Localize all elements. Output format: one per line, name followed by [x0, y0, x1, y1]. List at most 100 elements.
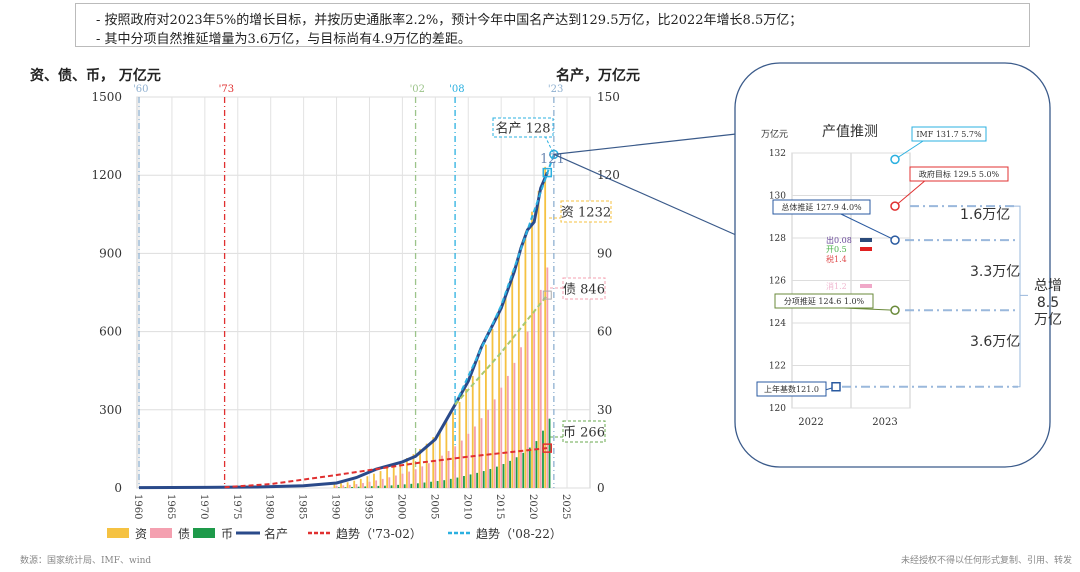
bar-债: [375, 480, 378, 488]
gap-label: 1.6万亿: [960, 207, 1010, 223]
point-label: IMF 131.7 5.7%: [916, 130, 982, 139]
left-tick-label: 0: [114, 481, 122, 495]
bar-币: [337, 487, 340, 488]
component-bar: [860, 238, 872, 242]
total-increase-label: 8.5: [1037, 295, 1059, 311]
point-marker: [890, 235, 900, 245]
series-line: [454, 153, 555, 406]
leader-line: [544, 135, 555, 155]
note-line-2: - 其中分项自然推延增量为3.6万亿，与目标尚有4.9万亿的差距。: [96, 32, 471, 47]
bar-币: [482, 471, 485, 488]
annotation-gdp-128: 名产 128: [496, 121, 551, 137]
point-label: 分项推延 124.6 1.0%: [784, 296, 865, 306]
bar-债: [500, 387, 503, 488]
right-axis-title: 名产，万亿元: [556, 67, 640, 84]
bar-币: [423, 482, 426, 488]
bar-债: [335, 485, 338, 488]
bar-资: [465, 388, 468, 488]
inset-tick-label: 120: [769, 404, 786, 414]
bar-币: [430, 481, 432, 488]
point-marker: [831, 382, 841, 392]
inset-tick-label: 124: [769, 319, 786, 329]
bar-债: [454, 446, 457, 488]
legend-label: 趋势（'08-22）: [476, 527, 562, 541]
bar-债: [368, 481, 371, 488]
bar-债: [474, 426, 476, 488]
right-tick-label: 60: [597, 325, 612, 339]
series-line: [224, 447, 548, 489]
bar-债: [520, 347, 522, 488]
point-marker: [890, 201, 900, 211]
point-label-box: [772, 199, 871, 215]
bar-资: [485, 344, 487, 488]
right-tick-label: 90: [597, 246, 612, 260]
annotation-121: 121: [540, 152, 565, 167]
vline-label: '60: [133, 84, 148, 95]
year-tick-label: 2020: [527, 494, 538, 519]
bar-债: [395, 475, 397, 488]
bar-债: [421, 466, 424, 488]
bar-币: [397, 484, 400, 488]
trend-73-02-end-marker: [542, 443, 553, 453]
bar-币: [357, 486, 360, 488]
year-tick-label: 2015: [494, 494, 505, 519]
bar-债: [401, 473, 404, 488]
bar-资: [498, 310, 500, 488]
bar-币: [449, 478, 452, 488]
year-tick-label: 1965: [165, 494, 176, 519]
bar-币: [495, 466, 498, 488]
bar-币: [410, 483, 413, 488]
annotation-zi-1232: 资 1232: [561, 206, 611, 221]
bar-债: [348, 484, 351, 488]
bar-债: [533, 310, 536, 488]
bar-资: [432, 437, 435, 488]
bar-币: [377, 485, 380, 488]
bar-币: [436, 480, 439, 488]
bar-债: [460, 440, 463, 488]
vline-label: '02: [410, 84, 425, 95]
left-tick-label: 600: [99, 325, 122, 339]
point-leader: [894, 180, 926, 207]
vline-label: '73: [219, 84, 234, 95]
bar-币: [344, 487, 347, 488]
right-tick-label: 0: [597, 481, 605, 495]
point-label: 总体推延 127.9 4.0%: [781, 202, 862, 212]
inset-tick-label: 128: [769, 234, 786, 244]
bar-币: [370, 486, 373, 488]
bar-币: [476, 472, 479, 488]
bar-币: [522, 452, 525, 488]
bar-债: [467, 433, 470, 488]
bar-币: [469, 474, 472, 488]
point-leader: [894, 140, 924, 160]
bar-币: [528, 447, 531, 488]
point-label-box: [756, 381, 827, 397]
bar-债: [355, 484, 358, 488]
component-label: 税1.4: [826, 254, 847, 264]
bar-资: [471, 375, 474, 488]
right-tick-label: 150: [597, 90, 620, 104]
disclaimer: 未经授权不得以任何形式复制、引用、转发: [900, 556, 1072, 566]
bar-资: [491, 328, 494, 488]
summary-notes: - 按照政府对2023年5%的增长目标，并按历史通胀率2.2%，预计今年中国名产…: [75, 3, 1030, 47]
year-tick-label: 2010: [461, 494, 472, 519]
inset-tick-label: 122: [769, 362, 786, 372]
bar-资: [537, 190, 540, 488]
left-axis-title: 资、债、币， 万亿元: [30, 67, 161, 84]
trend-green-end-marker: [542, 290, 552, 300]
legend-swatch: [150, 528, 172, 538]
year-tick-label: 1995: [362, 494, 373, 519]
annotation-zhai-846: 债 846: [563, 283, 605, 298]
bar-币: [403, 484, 406, 488]
vline-label: '23: [548, 84, 563, 95]
bar-币: [548, 418, 551, 488]
bar-币: [502, 464, 505, 488]
component-label: 出0.08: [826, 235, 852, 245]
inset-x-label: 2023: [872, 417, 897, 428]
bar-债: [362, 483, 364, 488]
bar-币: [390, 485, 393, 488]
bar-债: [546, 267, 549, 488]
year-tick-label: 1970: [198, 494, 209, 519]
bar-债: [487, 409, 490, 488]
left-tick-label: 1200: [91, 168, 122, 182]
